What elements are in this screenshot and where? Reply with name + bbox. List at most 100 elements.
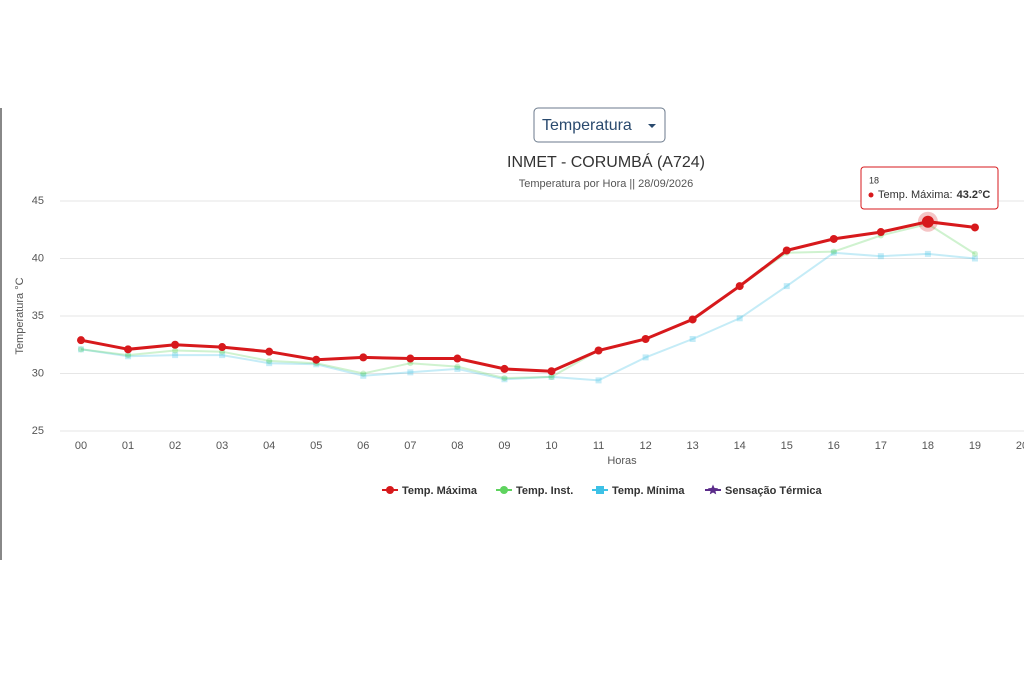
legend-label: Temp. Mínima <box>612 485 685 497</box>
legend-marker <box>596 486 604 494</box>
data-point <box>407 369 414 376</box>
data-point <box>877 253 884 260</box>
x-tick-label: 19 <box>969 440 981 452</box>
data-point <box>359 353 368 362</box>
data-point <box>77 336 85 345</box>
data-point <box>266 357 273 364</box>
data-point <box>641 335 650 343</box>
data-point <box>736 315 743 322</box>
data-point <box>642 354 649 361</box>
x-tick-label: 00 <box>75 440 87 452</box>
data-point <box>830 248 837 255</box>
y-axis-label: Temperatura °C <box>14 277 26 354</box>
data-point <box>970 223 979 232</box>
data-point <box>548 373 555 380</box>
legend-label: Temp. Inst. <box>516 485 573 497</box>
data-point <box>454 365 461 372</box>
x-tick-label: 08 <box>451 440 463 452</box>
legend-marker <box>707 484 719 495</box>
x-tick-label: 10 <box>545 440 557 452</box>
y-tick-label: 30 <box>32 367 44 379</box>
data-point <box>924 250 931 257</box>
data-point <box>971 255 978 262</box>
x-tick-label: 03 <box>216 440 228 452</box>
x-tick-label: 01 <box>122 440 134 452</box>
data-point <box>219 352 226 359</box>
chart-subtitle: Temperatura por Hora || 28/09/2026 <box>519 178 694 190</box>
legend-label: Temp. Máxima <box>402 485 478 497</box>
x-tick-label: 16 <box>828 440 840 452</box>
tooltip-text: Temp. Máxima: 43.2°C <box>878 189 990 201</box>
data-point <box>360 372 367 379</box>
series-line <box>80 220 976 373</box>
legend-marker <box>386 486 394 494</box>
x-tick-label: 13 <box>687 440 699 452</box>
data-point <box>594 346 603 355</box>
tooltip-title: 18 <box>869 175 879 185</box>
data-point <box>971 250 978 257</box>
legend-label: Sensação Térmica <box>725 485 822 497</box>
data-point <box>500 364 509 373</box>
x-tick-label: 09 <box>498 440 510 452</box>
x-tick-label: 14 <box>734 440 746 452</box>
data-point <box>782 246 791 255</box>
data-point <box>125 353 132 360</box>
data-point <box>548 373 555 380</box>
chart-title: INMET - CORUMBÁ (A724) <box>507 152 705 171</box>
x-tick-label: 04 <box>263 440 275 452</box>
x-tick-label: 20 <box>1016 440 1024 452</box>
data-point <box>688 315 697 324</box>
data-point <box>171 340 180 349</box>
data-point <box>735 282 744 291</box>
x-tick-label: 17 <box>875 440 887 452</box>
data-point <box>876 228 885 237</box>
data-point <box>406 354 415 363</box>
data-point <box>172 352 179 359</box>
x-tick-label: 07 <box>404 440 416 452</box>
data-point <box>78 346 84 353</box>
y-tick-label: 35 <box>32 310 44 322</box>
dropdown-arrow[interactable] <box>648 124 656 128</box>
x-tick-label: 15 <box>781 440 793 452</box>
data-point <box>313 361 320 368</box>
x-tick-label: 02 <box>169 440 181 452</box>
data-point <box>830 249 837 256</box>
data-point <box>266 360 273 367</box>
series-line <box>80 222 976 380</box>
legend-marker <box>500 486 508 494</box>
x-tick-label: 18 <box>922 440 934 452</box>
x-axis-label: Horas <box>607 455 637 467</box>
tooltip-label: Temp. Máxima: <box>878 189 953 201</box>
data-point <box>312 355 321 364</box>
y-tick-label: 45 <box>32 195 44 207</box>
data-point <box>265 347 274 356</box>
series-line <box>80 251 975 382</box>
data-point <box>360 370 367 377</box>
data-point <box>501 376 508 383</box>
y-tick-label: 25 <box>32 425 44 437</box>
tooltip-dot <box>868 192 874 198</box>
x-tick-label: 06 <box>357 440 369 452</box>
x-tick-label: 05 <box>310 440 322 452</box>
tooltip-box <box>860 166 999 210</box>
data-point <box>172 347 179 354</box>
data-point <box>829 234 838 243</box>
y-tick-label: 40 <box>32 252 44 264</box>
data-point <box>124 345 133 354</box>
data-point <box>218 343 227 352</box>
data-point <box>501 375 508 382</box>
data-point <box>78 346 84 353</box>
dropdown[interactable] <box>533 107 666 143</box>
x-tick-label: 12 <box>639 440 651 452</box>
x-tick-label: 11 <box>593 440 604 452</box>
data-point <box>125 352 132 359</box>
data-point <box>595 377 602 384</box>
data-point <box>783 283 790 290</box>
tooltip-value: 43.2°C <box>957 189 991 201</box>
data-point <box>921 215 934 228</box>
data-point <box>547 367 556 376</box>
dropdown-label[interactable]: Temperatura <box>542 117 632 134</box>
data-point <box>453 354 462 363</box>
